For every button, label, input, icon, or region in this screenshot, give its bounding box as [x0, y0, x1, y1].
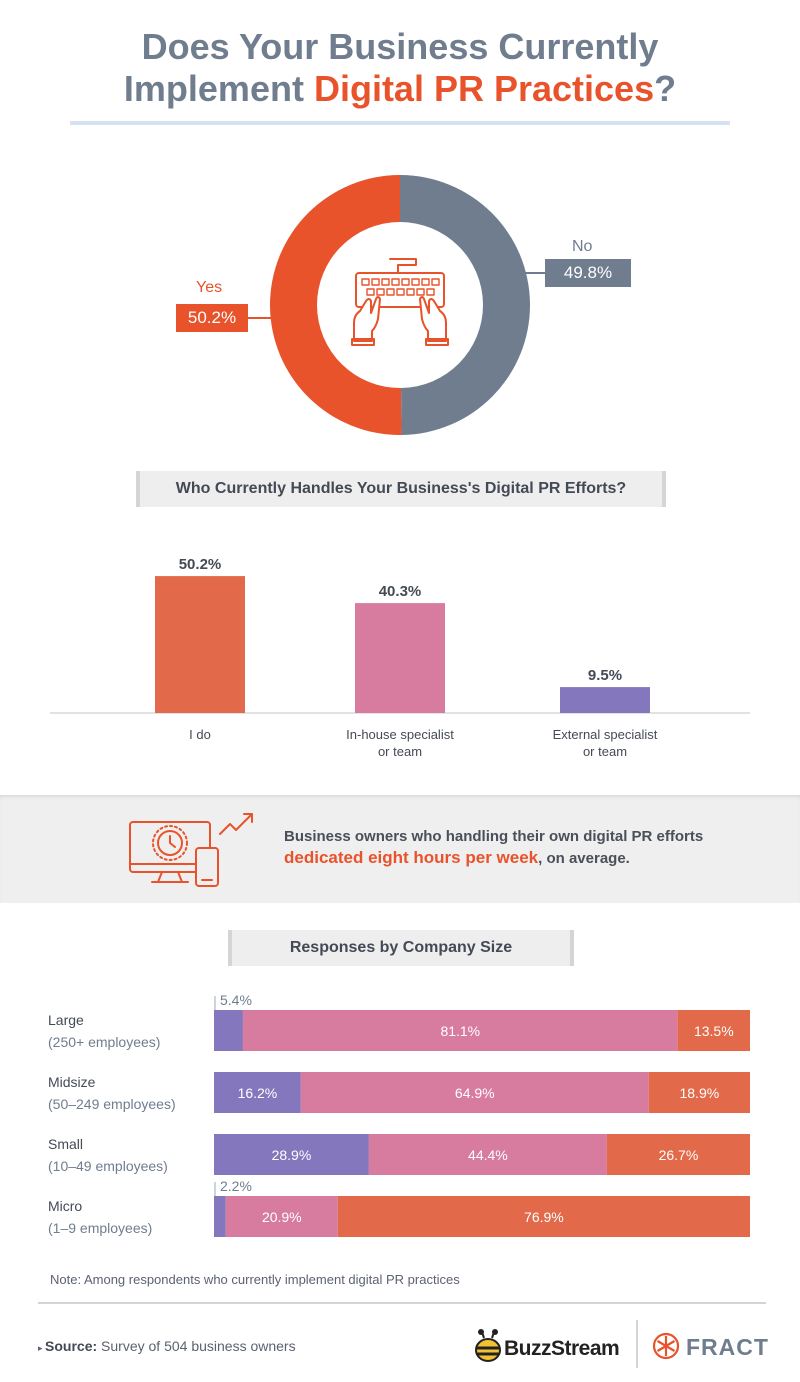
- bar-1: [155, 576, 245, 713]
- bar-category-label: I do: [189, 727, 211, 742]
- footnote: Note: Among respondents who currently im…: [50, 1272, 460, 1287]
- bar-category-label: or team: [378, 744, 422, 759]
- title-plain: Implement: [123, 68, 314, 109]
- callout-band: [0, 795, 800, 903]
- stack-segment: [214, 1010, 243, 1051]
- stack-segment: [214, 1072, 301, 1113]
- row-sublabel: (1–9 employees): [48, 1220, 152, 1236]
- stacked-bar-chart: Large (250+ employees) 5.4% 81.1% 13.5% Midsi…: [48, 992, 750, 1237]
- callout-text-end: , on average.: [538, 850, 630, 867]
- stack-value-label: 18.9%: [679, 1085, 719, 1101]
- row-label: Large: [48, 1012, 84, 1028]
- stack-value-label: 44.4%: [468, 1147, 508, 1163]
- bar-chart-title: Who Currently Handles Your Business's Di…: [136, 471, 666, 507]
- stack-value-label: 76.9%: [524, 1209, 564, 1225]
- stack-segment: [606, 1134, 750, 1175]
- stack-value-label: 64.9%: [455, 1085, 495, 1101]
- donut-leader-no: [522, 272, 546, 274]
- donut-value-yes: 50.2%: [176, 304, 248, 332]
- stack-value-label: 28.9%: [272, 1147, 312, 1163]
- stack-value-label: 16.2%: [238, 1085, 278, 1101]
- stacked-chart-title: Responses by Company Size: [228, 930, 574, 966]
- buzzstream-logo: BuzzStream: [475, 1329, 620, 1362]
- source-text: Survey of 504 business owners: [97, 1338, 296, 1354]
- bar-value-label: 50.2%: [179, 556, 222, 573]
- row-label: Micro: [48, 1198, 82, 1214]
- source-line: ▸ Source: Survey of 504 business owners: [38, 1338, 296, 1354]
- title-line-1: Does Your Business Currently: [141, 26, 659, 67]
- title-accent: Digital PR Practices: [313, 68, 655, 109]
- fractl-snowflake-icon: [652, 1332, 680, 1360]
- stack-segment: [677, 1010, 750, 1051]
- donut-value-no: 49.8%: [545, 259, 631, 287]
- donut-slice-no: [400, 175, 531, 435]
- footer-divider: [38, 1302, 766, 1304]
- buzzstream-wordmark: BuzzStream: [504, 1337, 619, 1360]
- source-bullet-icon: ▸: [38, 1343, 46, 1353]
- stack-segment: [225, 1196, 338, 1237]
- stack-segment: [337, 1196, 750, 1237]
- stack-value-label: 5.4%: [220, 992, 252, 1008]
- bar-chart: 50.2% I do 40.3% In-house specialist or team…: [50, 556, 750, 759]
- keyboard-hands-icon: [351, 258, 449, 346]
- stack-value-label: 2.2%: [220, 1178, 252, 1194]
- title-end: ?: [654, 68, 677, 109]
- row-sublabel: (50–249 employees): [48, 1096, 176, 1112]
- fractl-wordmark: FRACTL: [686, 1334, 770, 1360]
- title-line-2: Implement Digital PR Practices?: [0, 68, 800, 110]
- logo-divider: [636, 1320, 638, 1368]
- callout-text-line-2: dedicated eight hours per week, on avera…: [284, 848, 630, 868]
- donut-label-no: No: [572, 238, 593, 255]
- fractl-logo: FRACTL: [652, 1332, 770, 1360]
- row-sublabel: (10–49 employees): [48, 1158, 168, 1174]
- row-sublabel: (250+ employees): [48, 1034, 160, 1050]
- bar-3: [560, 687, 650, 713]
- desktop-clock-phone-growth-icon: [129, 813, 253, 887]
- bar-category-label: External specialist: [553, 727, 658, 742]
- row-label: Midsize: [48, 1074, 96, 1090]
- donut-label-yes: Yes: [196, 279, 223, 296]
- bar-value-label: 9.5%: [588, 667, 622, 684]
- source-label: Source:: [45, 1338, 98, 1354]
- stack-value-label: 26.7%: [659, 1147, 699, 1163]
- bar-2: [355, 603, 445, 713]
- donut-slice-yes: [270, 175, 402, 435]
- bar-value-label: 40.3%: [379, 583, 422, 600]
- page-title: Does Your Business Currently Implement D…: [0, 26, 800, 110]
- stack-segment: [214, 1196, 226, 1237]
- donut-chart: [270, 175, 531, 435]
- stack-segment: [214, 1134, 369, 1175]
- bar-category-label: In-house specialist: [346, 727, 454, 742]
- stack-segment: [242, 1010, 678, 1051]
- bar-category-label: or team: [583, 744, 627, 759]
- callout-text-line-1: Business owners who handling their own d…: [284, 828, 704, 845]
- stack-value-label: 81.1%: [440, 1023, 480, 1039]
- callout-highlight: dedicated eight hours per week: [284, 848, 539, 867]
- bee-icon: [475, 1329, 501, 1362]
- donut-leader-yes: [248, 317, 274, 319]
- stack-segment: [648, 1072, 750, 1113]
- stack-value-label: 20.9%: [262, 1209, 302, 1225]
- stack-segment: [368, 1134, 607, 1175]
- title-divider: [70, 121, 730, 125]
- row-label: Small: [48, 1136, 83, 1152]
- stack-segment: [300, 1072, 649, 1113]
- stack-value-label: 13.5%: [694, 1023, 734, 1039]
